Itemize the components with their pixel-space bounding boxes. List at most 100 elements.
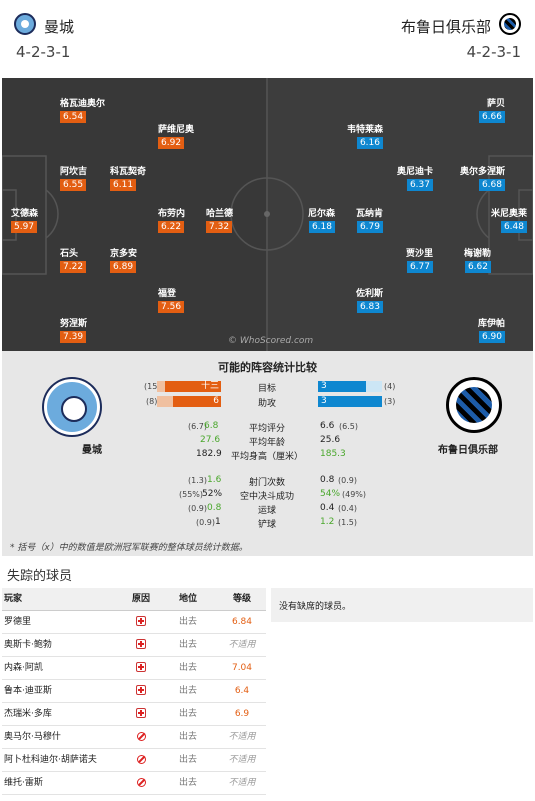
away-goals-total: (4) (384, 382, 396, 391)
player-name[interactable]: 杰瑞米·多库 (4, 709, 52, 719)
home-player[interactable]: 科瓦契奇 6.11 (110, 164, 146, 191)
away-stat-ref: (49%) (342, 490, 367, 499)
home-assists-value: 6 (213, 396, 219, 406)
home-player[interactable]: 京多安 6.89 (110, 246, 137, 273)
player-rating: 6.92 (158, 137, 185, 149)
away-player[interactable]: 佐利斯 6.83 (356, 286, 383, 313)
injury-icon (136, 708, 146, 718)
home-player[interactable]: 艾德森 5.97 (11, 206, 38, 233)
home-player[interactable]: 格瓦迪奥尔 6.54 (60, 96, 105, 123)
table-row[interactable]: 杰瑞米·多库 出去 6.9 (2, 703, 266, 726)
table-row[interactable]: 内森·阿凯 出去 7.04 (2, 657, 266, 680)
home-player[interactable]: 哈兰德 7.32 (206, 206, 233, 233)
table-row[interactable]: 奥马尔·马穆什 出去 不适用 (2, 726, 266, 749)
player-rating: 6.37 (406, 179, 433, 191)
col-player[interactable]: 玩家 (4, 594, 23, 604)
player-rating: 6.83 (356, 301, 383, 313)
player-name[interactable]: 维托·雷斯 (4, 778, 43, 788)
player-name[interactable]: 奥马尔·马穆什 (4, 732, 61, 742)
player-name: 贾沙里 (405, 249, 433, 259)
away-stat-ref: (1.5) (338, 518, 357, 527)
table-row[interactable]: 奥斯卡·鲍勃 出去 不适用 (2, 634, 266, 657)
home-goals-bar: 十三 (157, 381, 221, 392)
home-player[interactable]: 福登 7.56 (158, 286, 185, 313)
away-player[interactable]: 奥尔多涅斯 6.68 (460, 164, 505, 191)
away-assists-bar: 3 (318, 396, 382, 407)
away-goals-bar: 3 (318, 381, 382, 392)
home-player[interactable]: 努涅斯 7.39 (60, 316, 87, 343)
stat-label: 铲球 (257, 520, 276, 530)
home-goals-value: 十三 (200, 381, 219, 391)
away-player[interactable]: 韦特莱森 6.16 (347, 122, 383, 149)
home-team-label: 曼城 (82, 445, 102, 456)
injury-icon (136, 639, 146, 649)
player-name[interactable]: 鲁本·迪亚斯 (4, 686, 52, 696)
ban-icon (136, 732, 146, 741)
stat-label: 空中决斗成功 (239, 492, 294, 502)
home-team-name[interactable]: 曼城 (44, 18, 75, 36)
table-row[interactable]: 维托·雷斯 出去 不适用 (2, 772, 266, 795)
away-player[interactable]: 尼尔森 6.18 (308, 206, 335, 233)
home-stat-value: 1.6 (207, 475, 222, 485)
away-formation: 4-2-3-1 (466, 43, 521, 61)
away-player[interactable]: 瓦纳肯 6.79 (356, 206, 383, 233)
stats-footnote: * 括号（x）中的数值是欧洲冠军联赛的整体球员统计数据。 (10, 543, 248, 553)
away-player[interactable]: 贾沙里 6.77 (406, 246, 433, 273)
table-header: 玩家 原因 地位 等级 (2, 588, 266, 611)
player-rating: 6.18 (308, 221, 335, 233)
player-name[interactable]: 奥斯卡·鲍勃 (4, 640, 52, 650)
missing-players-title: 失踪的球员 (7, 569, 73, 584)
away-team-label: 布鲁日俱乐部 (438, 445, 498, 456)
away-player[interactable]: 库伊帕 6.90 (478, 316, 505, 343)
table-row[interactable]: 鲁本·迪亚斯 出去 6.4 (2, 680, 266, 703)
player-name: 梅谢勒 (463, 249, 491, 259)
away-player[interactable]: 奥尼迪卡 6.37 (397, 164, 433, 191)
player-name[interactable]: 阿卜杜科迪尔·胡萨诺夫 (4, 755, 97, 765)
col-rating[interactable]: 等级 (232, 594, 251, 604)
player-name: 佐利斯 (355, 289, 383, 299)
assists-label: 助攻 (257, 399, 276, 409)
player-name: 格瓦迪奥尔 (60, 99, 106, 109)
reason-cell (126, 772, 156, 795)
home-stat-value: 1 (215, 517, 221, 527)
away-player[interactable]: 萨贝 6.66 (478, 96, 505, 123)
formation-pitch: 格瓦迪奥尔 6.54 萨维尼奥 6.92 阿坎吉 6.55 科瓦契奇 6.11 艾德森 5… (2, 78, 533, 351)
away-assists-total: (3) (384, 397, 396, 406)
reason-cell (126, 726, 156, 749)
away-player[interactable]: 梅谢勒 6.62 (464, 246, 491, 273)
stat-label: 平均身高（厘米） (230, 452, 303, 462)
player-name[interactable]: 罗德里 (4, 617, 32, 627)
home-player[interactable]: 萨维尼奥 6.92 (158, 122, 194, 149)
player-name[interactable]: 内森·阿凯 (4, 663, 43, 673)
player-rating: 6.79 (356, 221, 383, 233)
player-rating: 6.89 (110, 261, 137, 273)
home-player[interactable]: 布劳内 6.22 (158, 206, 185, 233)
player-name: 萨维尼奥 (158, 125, 195, 135)
status: 出去 (178, 755, 197, 765)
pitch-lines (2, 78, 533, 351)
reason-cell (126, 634, 156, 657)
player-rating: 6.68 (478, 179, 505, 191)
player-rating: 6.77 (406, 261, 433, 273)
player-rating: 7.56 (158, 301, 185, 313)
home-stat-ref: (6.7) (188, 422, 207, 431)
col-reason[interactable]: 原因 (131, 594, 150, 604)
rating: 6.4 (234, 686, 250, 696)
stat-label: 平均年龄 (248, 438, 285, 448)
away-stat-value: 185.3 (320, 449, 346, 459)
home-player[interactable]: 阿坎吉 6.55 (60, 164, 87, 191)
home-stat-value: 182.9 (196, 449, 222, 459)
home-formation: 4-2-3-1 (16, 43, 71, 61)
home-goals-total: (15) (144, 382, 161, 391)
away-player[interactable]: 米尼奥莱 6.48 (491, 206, 527, 233)
away-team-name[interactable]: 布鲁日俱乐部 (400, 18, 491, 36)
status: 出去 (178, 617, 197, 627)
player-name: 艾德森 (11, 209, 39, 219)
table-row[interactable]: 阿卜杜科迪尔·胡萨诺夫 出去 不适用 (2, 749, 266, 772)
home-assists-total: (8) (146, 397, 158, 406)
player-name: 奥尔多涅斯 (459, 167, 505, 177)
col-status[interactable]: 地位 (178, 594, 197, 604)
table-row[interactable]: 罗德里 出去 6.84 (2, 611, 266, 634)
home-player[interactable]: 石头 7.22 (60, 246, 87, 273)
away-stat-value: 1.2 (320, 517, 335, 527)
